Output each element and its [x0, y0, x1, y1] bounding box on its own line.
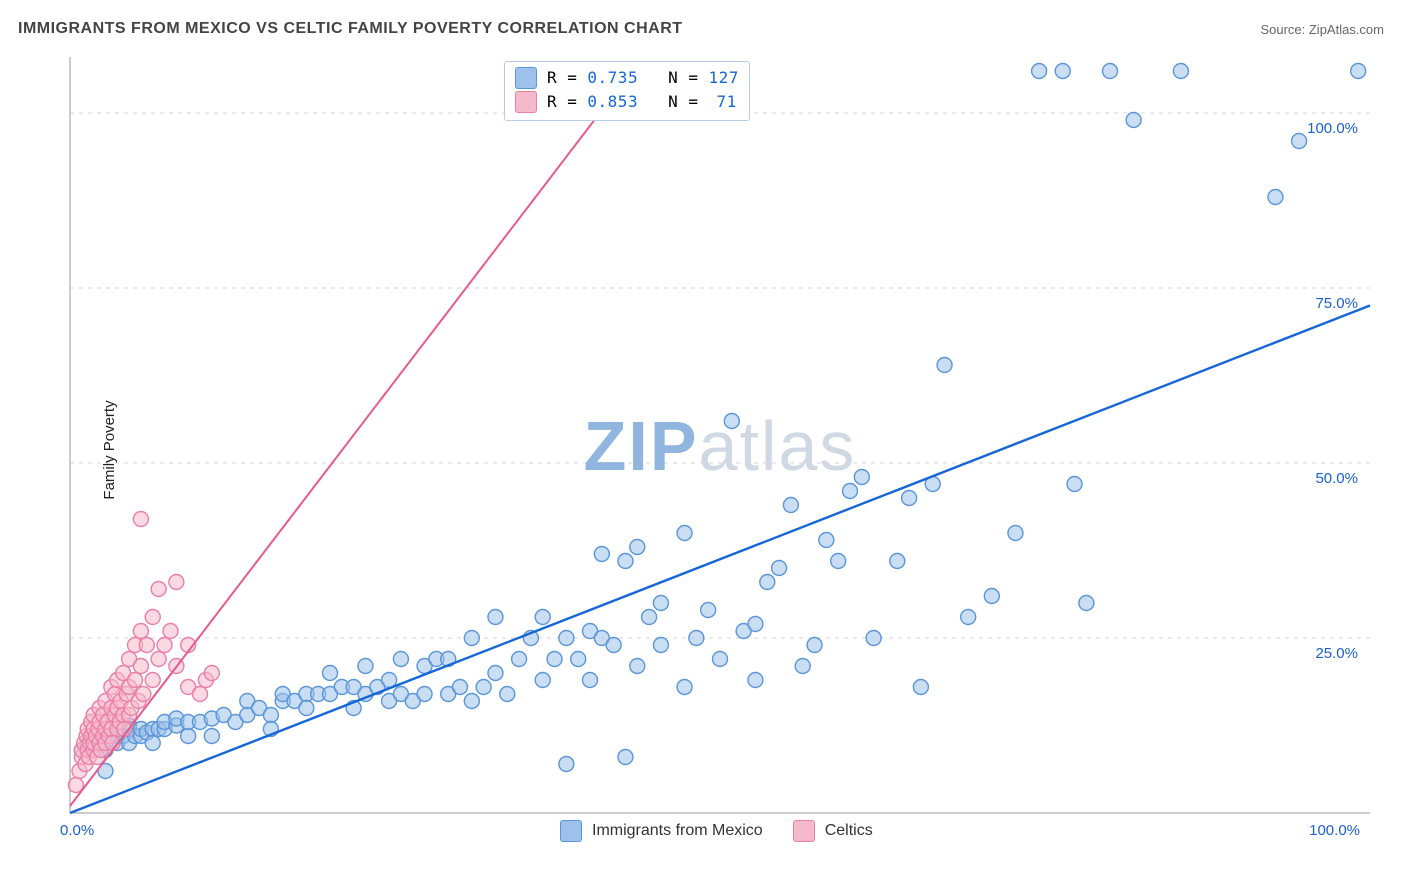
source-value: ZipAtlas.com [1309, 22, 1384, 37]
swatch-pink-icon [793, 820, 815, 842]
legend-series-blue: Immigrants from Mexico [560, 820, 763, 842]
x-axis-max-label: 100.0% [1309, 822, 1360, 839]
legend-series-blue-label: Immigrants from Mexico [592, 822, 763, 840]
svg-text:75.0%: 75.0% [1315, 295, 1358, 312]
legend-stats-row-pink: R = 0.853 N = 71 [515, 90, 739, 114]
scatter-chart-svg: 25.0% 50.0% 75.0% 100.0% [50, 55, 1390, 845]
swatch-blue-icon [515, 67, 537, 89]
chart-title: IMMIGRANTS FROM MEXICO VS CELTIC FAMILY … [18, 20, 683, 38]
legend-series-pink: Celtics [793, 820, 873, 842]
svg-text:50.0%: 50.0% [1315, 470, 1358, 487]
svg-text:25.0%: 25.0% [1315, 645, 1358, 662]
legend-stats-row-blue: R = 0.735 N = 127 [515, 66, 739, 90]
legend-n-value-pink: 71 [708, 90, 736, 114]
legend-series-box: Immigrants from Mexico Celtics [560, 820, 873, 842]
legend-r-label-pink: R = [547, 90, 577, 114]
swatch-pink-icon [515, 91, 537, 113]
legend-n-value-blue: 127 [708, 66, 738, 90]
legend-r-value-pink: 0.853 [587, 90, 638, 114]
legend-n-label-blue: N = [668, 66, 698, 90]
chart-area: Family Poverty 25.0%50.0%75.0%100.0% ZIP… [50, 55, 1390, 845]
legend-stats-box: R = 0.735 N = 127 R = 0.853 N = 71 [504, 61, 750, 121]
y-axis-label: Family Poverty [101, 400, 118, 499]
source-attribution: Source: ZipAtlas.com [1260, 22, 1384, 37]
legend-series-pink-label: Celtics [825, 822, 873, 840]
swatch-blue-icon [560, 820, 582, 842]
x-axis-origin-label: 0.0% [60, 822, 94, 839]
svg-text:100.0%: 100.0% [1307, 120, 1358, 137]
legend-r-value-blue: 0.735 [587, 66, 638, 90]
legend-n-label-pink: N = [668, 90, 698, 114]
legend-r-label-blue: R = [547, 66, 577, 90]
source-label: Source: [1260, 22, 1308, 37]
